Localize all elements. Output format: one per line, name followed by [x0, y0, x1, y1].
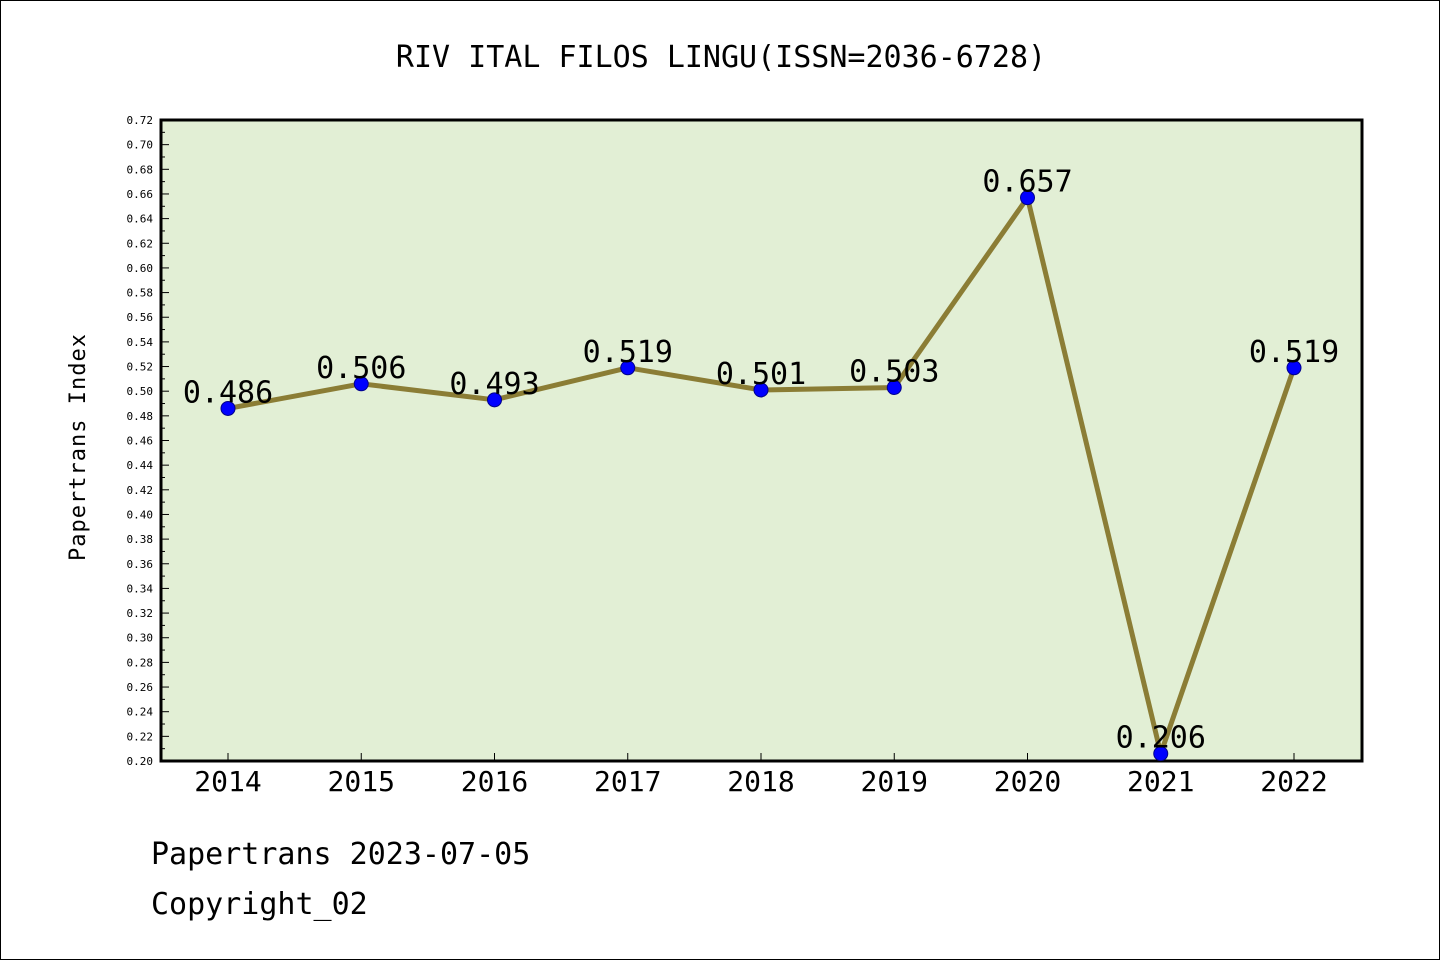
data-point: [220, 400, 236, 416]
data-point: [753, 382, 769, 398]
x-tick-label: 2015: [328, 765, 395, 798]
data-label: 0.506: [316, 351, 406, 386]
y-tick-label: 0.36: [127, 558, 154, 571]
y-tick-label: 0.44: [127, 459, 154, 472]
data-point: [1153, 746, 1169, 762]
y-axis-label: Papertrans Index: [66, 333, 91, 561]
y-tick-label: 0.56: [127, 311, 154, 324]
y-tick-label: 0.62: [127, 237, 154, 250]
y-tick-label: 0.64: [127, 213, 154, 226]
y-tick-label: 0.40: [127, 508, 154, 521]
data-label: 0.493: [449, 367, 539, 402]
y-tick-label: 0.52: [127, 361, 154, 374]
y-tick-label: 0.32: [127, 607, 154, 620]
y-tick-label: 0.42: [127, 484, 154, 497]
footer-date: Papertrans 2023-07-05: [151, 837, 531, 872]
y-tick-label: 0.70: [127, 139, 154, 152]
plot-area: [159, 118, 1364, 763]
data-point: [1286, 360, 1302, 376]
y-axis-ticks: 0.20 0.22 0.24 0.26 0.28 0.30 0.32 0.34 0.36 0.38…: [127, 114, 169, 768]
data-markers: [220, 190, 1302, 762]
data-label: 0.657: [982, 165, 1072, 200]
x-tick-label: 2014: [194, 765, 261, 798]
x-tick-label: 2016: [461, 765, 528, 798]
x-tick-label: 2018: [727, 765, 794, 798]
chart-title: RIV ITAL FILOS LINGU(ISSN=2036-6728): [396, 40, 1046, 75]
y-tick-label: 0.46: [127, 435, 154, 448]
data-label: 0.503: [849, 354, 939, 389]
data-labels: 0.486 0.506 0.493 0.519 0.501 0.503 0.657 0.206…: [183, 165, 1339, 756]
y-tick-label: 0.28: [127, 656, 154, 669]
x-tick-label: 2019: [861, 765, 928, 798]
data-point: [620, 360, 636, 376]
data-point: [886, 379, 902, 395]
x-axis-ticks: 2014 2015 2016 2017 2018 2019 2020 2021 2022: [194, 753, 1328, 798]
data-point: [1020, 190, 1035, 206]
footer-copyright: Copyright_02: [151, 887, 368, 922]
data-label: 0.206: [1116, 721, 1206, 756]
y-tick-label: 0.66: [127, 188, 154, 201]
y-tick-label: 0.20: [127, 755, 154, 768]
data-point: [353, 376, 369, 392]
x-tick-label: 2020: [994, 765, 1061, 798]
y-tick-label: 0.34: [127, 582, 154, 595]
y-tick-label: 0.50: [127, 385, 154, 398]
y-tick-label: 0.60: [127, 262, 154, 275]
data-label: 0.486: [183, 375, 273, 410]
y-tick-label: 0.72: [127, 114, 154, 127]
y-tick-label: 0.58: [127, 287, 154, 300]
x-tick-label: 2021: [1127, 765, 1194, 798]
x-tick-label: 2017: [594, 765, 661, 798]
data-label: 0.519: [1249, 335, 1339, 370]
x-tick-label: 2022: [1260, 765, 1327, 798]
data-label: 0.519: [583, 335, 673, 370]
y-tick-label: 0.24: [127, 706, 154, 719]
y-tick-label: 0.22: [127, 730, 154, 743]
y-tick-label: 0.30: [127, 632, 154, 645]
data-point: [487, 392, 502, 408]
y-tick-label: 0.68: [127, 163, 154, 176]
data-label: 0.501: [716, 357, 806, 392]
y-tick-label: 0.54: [127, 336, 154, 349]
y-tick-label: 0.38: [127, 533, 154, 546]
y-tick-label: 0.26: [127, 681, 154, 694]
y-tick-label: 0.48: [127, 410, 154, 423]
